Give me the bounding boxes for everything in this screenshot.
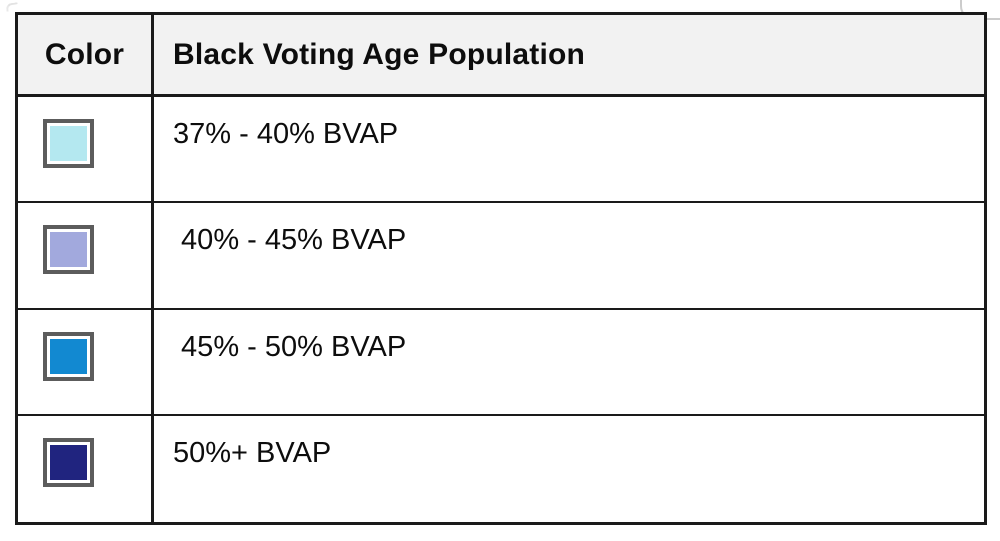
label-cell: 45% - 50% BVAP xyxy=(154,310,984,414)
swatch-cell xyxy=(18,309,154,414)
bvap-range-label: 37% - 40% BVAP xyxy=(173,118,399,150)
swatch-cell xyxy=(18,203,154,308)
table-row: 40% - 45% BVAP xyxy=(18,203,984,310)
swatch-cell xyxy=(18,415,154,522)
bvap-range-label: 40% - 45% BVAP xyxy=(173,224,407,257)
table-row: 37% - 40% BVAP xyxy=(18,97,984,204)
color-swatch-bright-blue xyxy=(43,331,94,381)
color-swatch-periwinkle xyxy=(43,225,94,275)
population-column-header: Black Voting Age Population xyxy=(173,37,586,71)
bvap-range-label: 50%+ BVAP xyxy=(173,436,332,469)
table-row: 50%+ BVAP xyxy=(18,415,984,522)
label-cell: 50%+ BVAP xyxy=(154,416,984,522)
color-swatch-dark-navy xyxy=(43,437,94,487)
header-cell-population: Black Voting Age Population xyxy=(154,15,984,94)
color-swatch-light-cyan xyxy=(43,119,94,168)
swatch-cell xyxy=(18,97,154,202)
bvap-legend-table: Color Black Voting Age Population 37% - … xyxy=(15,12,987,525)
header-cell-color: Color xyxy=(18,15,154,94)
label-cell: 37% - 40% BVAP xyxy=(154,97,984,201)
table-row: 45% - 50% BVAP xyxy=(18,309,984,416)
swatch-fill xyxy=(50,232,87,268)
swatch-fill xyxy=(50,338,87,374)
legend-header-row: Color Black Voting Age Population xyxy=(18,15,984,97)
bvap-range-label: 45% - 50% BVAP xyxy=(173,330,407,363)
swatch-fill xyxy=(50,126,87,161)
swatch-fill xyxy=(50,444,87,480)
color-column-header: Color xyxy=(44,37,125,71)
window-corner-artifact-top-left xyxy=(5,2,19,12)
label-cell: 40% - 45% BVAP xyxy=(154,203,984,307)
